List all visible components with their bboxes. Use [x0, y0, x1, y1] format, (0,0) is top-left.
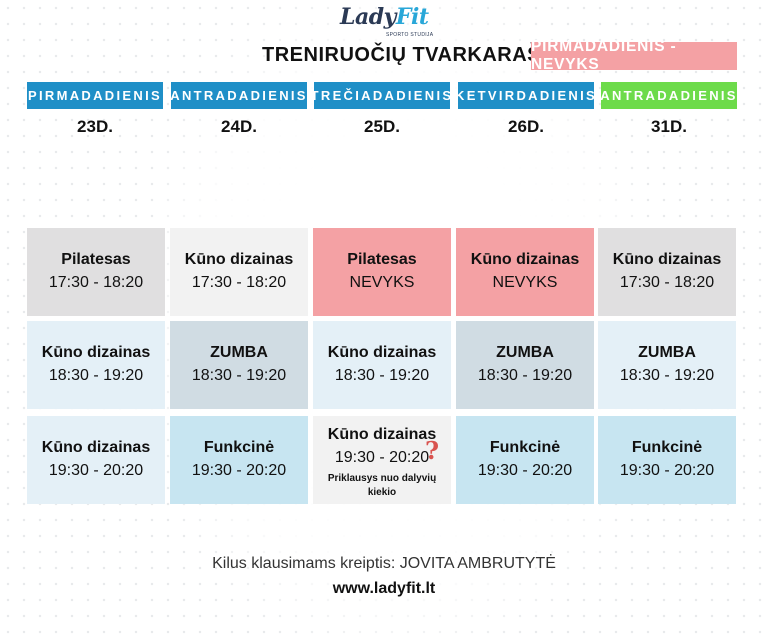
class-slot: Kūno dizainas 19:30 - 20:20	[27, 416, 165, 504]
class-status: NEVYKS	[492, 274, 558, 291]
day-header-5: ANTRADADIENIS	[600, 82, 737, 109]
class-name: Pilatesas	[347, 251, 417, 268]
class-slot: Funkcinė 19:30 - 20:20	[456, 416, 594, 504]
page-title: TRENIRUOČIŲ TVARKARAŠTIS	[262, 44, 574, 66]
class-name: Kūno dizainas	[41, 344, 151, 361]
class-slot: Kūno dizainas 18:30 - 19:20	[313, 321, 451, 409]
class-name: ZUMBA	[210, 344, 268, 361]
class-name: Funkcinė	[203, 439, 275, 456]
class-time: 18:30 - 19:20	[619, 367, 715, 384]
day-header-1: PIRMADADIENIS	[27, 82, 163, 109]
question-mark-icon: ?	[424, 436, 439, 465]
class-name: Funkcinė	[631, 439, 703, 456]
class-name: Kūno dizainas	[184, 251, 294, 268]
class-slot-cancelled: Kūno dizainas NEVYKS	[456, 228, 594, 316]
day-header-4: KETVIRDADIENIS	[455, 82, 595, 109]
class-time: 19:30 - 20:20	[334, 449, 430, 466]
class-slot: ZUMBA 18:30 - 19:20	[170, 321, 308, 409]
class-time: 18:30 - 19:20	[191, 367, 287, 384]
class-slot: Kūno dizainas 17:30 - 18:20	[598, 228, 736, 316]
date-4: 26D.	[508, 117, 544, 136]
class-slot: Pilatesas 17:30 - 18:20	[27, 228, 165, 316]
class-name: Kūno dizainas	[327, 426, 437, 443]
class-time: 17:30 - 18:20	[191, 274, 287, 291]
contact-info: Kilus klausimams kreiptis: JOVITA AMBRUT…	[212, 555, 556, 572]
date-3: 25D.	[364, 117, 400, 136]
cancellation-notice: PIRMADADIENIS - NEVYKS	[531, 38, 737, 73]
class-name: Kūno dizainas	[41, 439, 151, 456]
class-slot: ZUMBA 18:30 - 19:20	[598, 321, 736, 409]
ladyfit-logo: LadyFit SPORTO STUDIJA	[336, 4, 434, 44]
class-name: Pilatesas	[61, 251, 131, 268]
day-header-3: TREČIADADIENIS	[311, 82, 451, 109]
class-slot: Kūno dizainas 17:30 - 18:20	[170, 228, 308, 316]
class-name: Kūno dizainas	[612, 251, 722, 268]
class-time: 19:30 - 20:20	[191, 462, 287, 479]
class-slot: ZUMBA 18:30 - 19:20	[456, 321, 594, 409]
class-time: 17:30 - 18:20	[619, 274, 715, 291]
class-time: 18:30 - 19:20	[477, 367, 573, 384]
class-name: ZUMBA	[496, 344, 554, 361]
logo-text-accent: Fit	[395, 4, 429, 30]
class-slot: Funkcinė 19:30 - 20:20	[598, 416, 736, 504]
class-status: NEVYKS	[349, 274, 415, 291]
class-time: 17:30 - 18:20	[48, 274, 144, 291]
class-slot: Funkcinė 19:30 - 20:20	[170, 416, 308, 504]
logo-tagline: SPORTO STUDIJA	[386, 32, 434, 38]
date-5: 31D.	[651, 117, 687, 136]
class-time: 19:30 - 20:20	[619, 462, 715, 479]
class-slot-tentative: Kūno dizainas 19:30 - 20:20 Priklausys n…	[313, 416, 451, 504]
logo-text-main: Lady	[340, 4, 396, 30]
date-1: 23D.	[77, 117, 113, 136]
class-name: ZUMBA	[638, 344, 696, 361]
class-name: Funkcinė	[489, 439, 561, 456]
website-link[interactable]: www.ladyfit.lt	[332, 580, 436, 597]
class-slot-cancelled: Pilatesas NEVYKS	[313, 228, 451, 316]
class-slot: Kūno dizainas 18:30 - 19:20	[27, 321, 165, 409]
class-time: 19:30 - 20:20	[48, 462, 144, 479]
class-time: 18:30 - 19:20	[334, 367, 430, 384]
class-name: Kūno dizainas	[327, 344, 437, 361]
date-2: 24D.	[221, 117, 257, 136]
class-name: Kūno dizainas	[470, 251, 580, 268]
day-header-2: ANTRADADIENIS	[170, 82, 307, 109]
attendance-note: Priklausys nuo dalyvių kiekio	[327, 473, 437, 498]
class-time: 18:30 - 19:20	[48, 367, 144, 384]
class-time: 19:30 - 20:20	[477, 462, 573, 479]
